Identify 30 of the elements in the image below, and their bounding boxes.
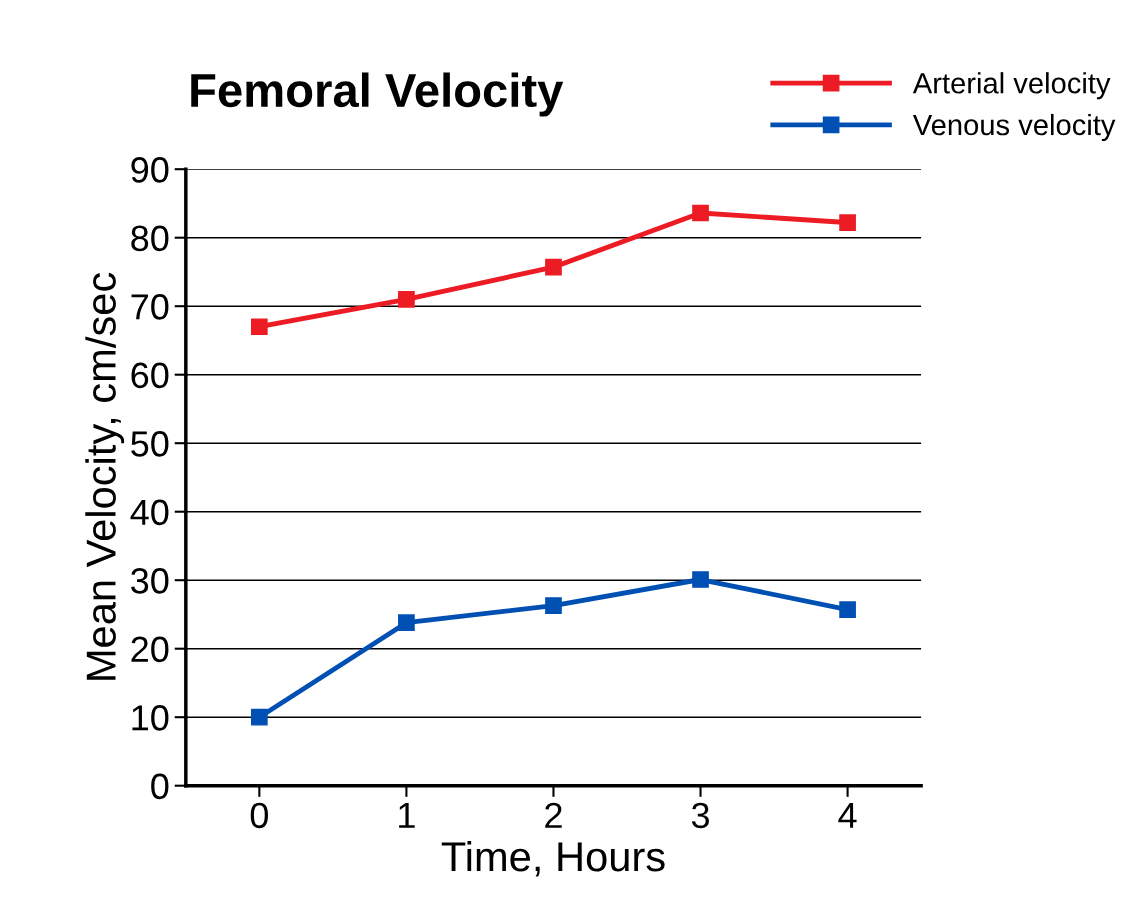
y-tick-label: 80 bbox=[131, 225, 169, 252]
point bbox=[545, 258, 562, 276]
x-tick-label: 2 bbox=[545, 802, 562, 828]
y-tick-label: 10 bbox=[132, 705, 169, 731]
y-tick-label: 20 bbox=[131, 636, 169, 663]
x-tick-label: 4 bbox=[838, 803, 857, 828]
point bbox=[398, 614, 415, 632]
legend-label: Arterial velocity bbox=[912, 72, 1111, 100]
y-tick-label: 40 bbox=[130, 499, 169, 526]
chart-title: Femoral Velocity bbox=[191, 72, 564, 117]
point bbox=[839, 601, 856, 618]
x-axis-title: Time, Hours bbox=[441, 840, 665, 877]
y-tick-label: 50 bbox=[131, 431, 169, 457]
point bbox=[251, 708, 268, 726]
y-tick-label: 30 bbox=[131, 568, 169, 594]
point bbox=[692, 571, 709, 588]
y-tick-label: 60 bbox=[131, 362, 169, 389]
x-tick-label: 0 bbox=[250, 802, 268, 829]
y-tick-label: 70 bbox=[131, 294, 169, 320]
point bbox=[545, 597, 562, 614]
y-tick-label: 90 bbox=[131, 157, 169, 183]
point bbox=[251, 318, 268, 336]
point bbox=[398, 291, 415, 308]
legend-label: Venous velocity bbox=[912, 113, 1116, 142]
y-axis-title: Mean Velocity, cm/sec bbox=[85, 272, 125, 680]
x-tick-label: 3 bbox=[691, 802, 709, 829]
x-tick-label: 1 bbox=[399, 803, 415, 828]
point bbox=[839, 214, 856, 231]
y-tick-label: 0 bbox=[151, 773, 169, 800]
point bbox=[692, 204, 709, 222]
